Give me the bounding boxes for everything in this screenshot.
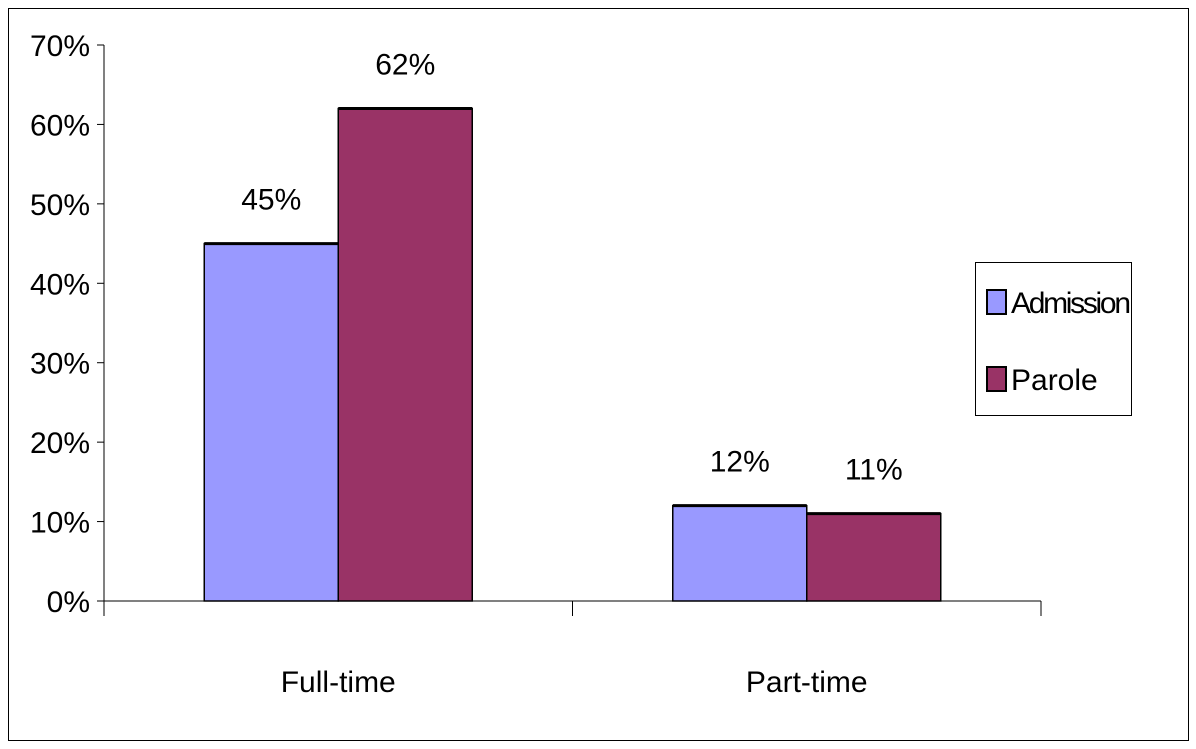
- data-label: 45%: [241, 184, 301, 217]
- legend-label-parole: Parole: [1011, 364, 1098, 397]
- legend-swatch-parole: [986, 366, 1007, 392]
- x-axis: Full-time Part-time: [103, 600, 1042, 699]
- y-tick-label: 0%: [47, 586, 90, 619]
- data-label: 11%: [845, 454, 903, 487]
- x-tick-label: Full-time: [281, 666, 396, 699]
- data-labels-group: 45% 62% 12% 11%: [241, 49, 902, 487]
- y-tick-label: 10%: [30, 507, 90, 540]
- bar-parole-part-time: [806, 512, 942, 602]
- y-tick-label: 50%: [30, 189, 90, 222]
- data-label: 62%: [375, 49, 435, 82]
- legend-label-admission: Admission: [1011, 287, 1131, 320]
- y-tick-label: 30%: [30, 348, 90, 381]
- legend-swatch-admission: [986, 289, 1007, 315]
- legend: Admission Parole: [975, 262, 1132, 416]
- y-axis: 0% 10% 20% 30% 40% 50% 60% 70%: [30, 30, 105, 619]
- y-tick-label: 70%: [30, 30, 90, 63]
- bars-group: [203, 107, 942, 602]
- data-label: 12%: [710, 446, 770, 479]
- y-tick-label: 60%: [30, 109, 90, 142]
- bar-admission-full-time: [203, 242, 339, 602]
- y-tick-label: 40%: [30, 268, 90, 301]
- bar-parole-full-time: [337, 107, 473, 602]
- x-tick-label: Part-time: [746, 666, 868, 699]
- bar-admission-part-time: [672, 504, 808, 602]
- y-tick-label: 20%: [30, 427, 90, 460]
